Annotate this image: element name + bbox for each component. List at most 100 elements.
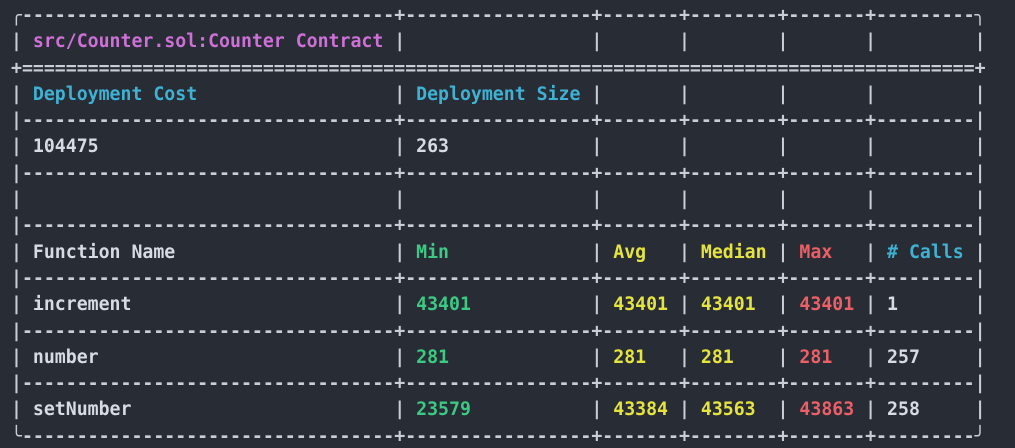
table-border bbox=[405, 31, 591, 52]
calls-value: 1 bbox=[876, 294, 975, 316]
row-separator: |----------------------------------+----… bbox=[11, 213, 1015, 239]
table-border: | bbox=[974, 399, 986, 421]
table-border: | bbox=[591, 136, 603, 158]
table-border: | bbox=[11, 294, 22, 316]
table-border: | bbox=[591, 346, 603, 368]
min-header: Min bbox=[405, 241, 592, 263]
table-border bbox=[876, 31, 975, 52]
table-border: | bbox=[865, 241, 877, 263]
table-border: | bbox=[777, 399, 789, 421]
min-value: 43401 bbox=[405, 294, 592, 316]
table-border: | bbox=[865, 189, 877, 211]
table-border: | bbox=[974, 83, 986, 105]
deployment-cost-value: 104475 bbox=[21, 136, 395, 158]
table-border: | bbox=[865, 136, 877, 158]
title-separator-line: +=======================================… bbox=[11, 56, 1015, 82]
row-separator-line: |----------------------------------+----… bbox=[11, 320, 986, 342]
min-value: 281 bbox=[405, 346, 592, 368]
bottom-border-line: ╰----------------------------------+----… bbox=[11, 425, 986, 447]
median-header: Median bbox=[689, 241, 778, 263]
table-border: | bbox=[974, 294, 986, 316]
table-border: | bbox=[777, 136, 789, 158]
deployment-cost-header: Deployment Cost bbox=[21, 83, 395, 105]
table-border: | bbox=[678, 241, 690, 263]
table-border bbox=[690, 31, 778, 52]
table-border: | bbox=[11, 399, 22, 421]
avg-value: 43384 bbox=[602, 399, 679, 421]
table-border: | bbox=[777, 346, 789, 368]
table-border: | bbox=[394, 241, 406, 263]
table-border: | bbox=[11, 241, 22, 263]
table-border bbox=[690, 189, 778, 210]
max-header: Max bbox=[788, 241, 866, 263]
table-border: | bbox=[974, 136, 986, 158]
table-bottom-border: ╰----------------------------------+----… bbox=[11, 424, 1015, 448]
table-border bbox=[690, 84, 778, 105]
function-name-cell: setNumber bbox=[21, 399, 395, 421]
avg-header: Avg bbox=[602, 241, 679, 263]
median-value: 43401 bbox=[689, 294, 778, 316]
table-border: | bbox=[591, 83, 603, 105]
table-border bbox=[876, 189, 975, 210]
table-border: | bbox=[678, 399, 690, 421]
table-border bbox=[690, 136, 778, 157]
table-border: | bbox=[974, 189, 986, 211]
function-row-increment: | increment | 43401 | 43401 | 43401 | 43… bbox=[11, 292, 1015, 318]
table-border: | bbox=[678, 136, 690, 158]
function-name-cell: increment bbox=[21, 294, 395, 316]
table-border: | bbox=[678, 31, 690, 53]
table-border: | bbox=[394, 399, 406, 421]
header-separator-line: +=======================================… bbox=[11, 57, 986, 79]
deployment-header-row: | Deployment Cost | Deployment Size | | … bbox=[11, 82, 1015, 108]
max-value: 43401 bbox=[788, 294, 866, 316]
table-border: | bbox=[394, 136, 406, 158]
function-row-number: | number | 281 | 281 | 281 | 281 | 257 | bbox=[11, 345, 1015, 371]
table-border: | bbox=[865, 31, 877, 53]
table-border: | bbox=[591, 31, 603, 53]
function-name-cell: number bbox=[21, 346, 395, 368]
table-border: | bbox=[678, 83, 690, 105]
row-separator: |----------------------------------+----… bbox=[11, 266, 1015, 292]
function-name-header: Function Name bbox=[21, 241, 395, 263]
table-border: | bbox=[974, 31, 986, 53]
table-border: | bbox=[865, 294, 877, 316]
row-separator: |----------------------------------+----… bbox=[11, 108, 1015, 134]
row-separator: |----------------------------------+----… bbox=[11, 319, 1015, 345]
table-border bbox=[876, 84, 975, 105]
top-border-line: ╭----------------------------------+----… bbox=[11, 5, 986, 26]
table-border: | bbox=[11, 189, 22, 211]
row-separator-line: |----------------------------------+----… bbox=[11, 162, 986, 184]
table-top-border: ╭----------------------------------+----… bbox=[11, 3, 1015, 29]
table-border: | bbox=[591, 399, 603, 421]
table-border bbox=[22, 189, 394, 210]
table-border: | bbox=[678, 294, 690, 316]
row-separator: |----------------------------------+----… bbox=[11, 161, 1015, 187]
max-value: 43863 bbox=[788, 399, 866, 421]
avg-value: 281 bbox=[602, 346, 679, 368]
table-border: | bbox=[865, 346, 877, 368]
table-border bbox=[788, 136, 865, 157]
avg-value: 43401 bbox=[602, 294, 679, 316]
median-value: 281 bbox=[689, 346, 778, 368]
row-separator-line: |----------------------------------+----… bbox=[11, 110, 986, 132]
table-border bbox=[405, 189, 591, 210]
table-border: | bbox=[974, 346, 986, 368]
table-border: | bbox=[394, 346, 406, 368]
empty-row: | | | | | | | bbox=[11, 187, 1015, 213]
table-border bbox=[602, 84, 679, 105]
table-border: | bbox=[777, 294, 789, 316]
table-border bbox=[788, 84, 865, 105]
deployment-size-header: Deployment Size bbox=[405, 83, 592, 105]
table-border: | bbox=[777, 241, 789, 263]
table-border: | bbox=[591, 189, 603, 211]
contract-title-row: | src/Counter.sol:Counter Contract | | |… bbox=[11, 29, 1015, 55]
table-border bbox=[602, 136, 679, 157]
table-border: | bbox=[974, 241, 986, 263]
max-value: 281 bbox=[788, 346, 866, 368]
deployment-values-row: | 104475 | 263 | | | | | bbox=[11, 134, 1015, 160]
row-separator-line: |----------------------------------+----… bbox=[11, 267, 986, 289]
calls-value: 258 bbox=[876, 399, 975, 421]
table-border bbox=[602, 31, 679, 52]
